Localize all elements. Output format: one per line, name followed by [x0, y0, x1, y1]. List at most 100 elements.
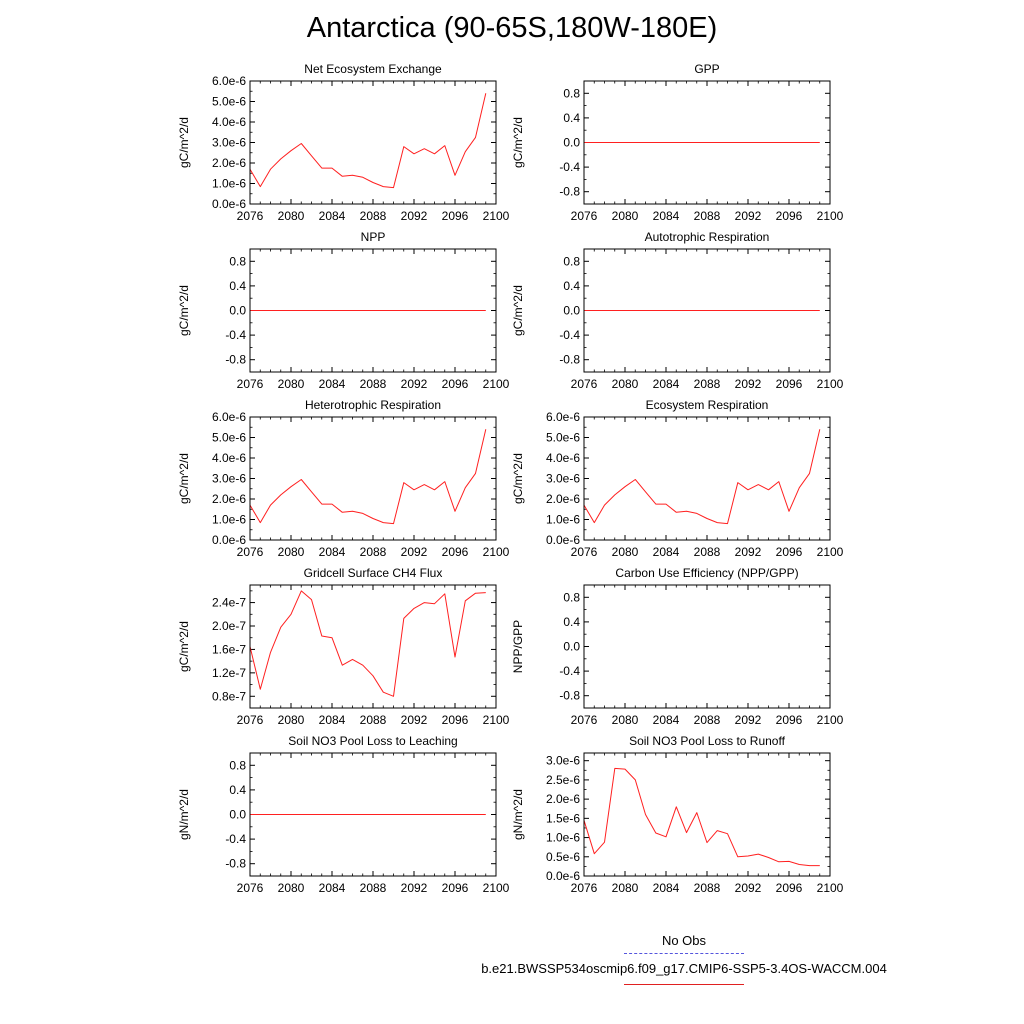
- plot-frame: [583, 248, 831, 373]
- x-tick-label: 2076: [571, 713, 598, 727]
- y-tick-label: 0.4: [229, 279, 246, 293]
- legend-model-label: b.e21.BWSSP534oscmip6.f09_g17.CMIP6-SSP5…: [481, 961, 887, 976]
- x-tick-label: 2080: [612, 713, 639, 727]
- panel-title: Gridcell Surface CH4 Flux: [304, 566, 443, 580]
- y-tick-label: 2.0e-6: [546, 492, 580, 506]
- panel-title: Net Ecosystem Exchange: [304, 62, 442, 76]
- x-tick-label: 2100: [483, 377, 510, 391]
- x-tick-label: 2096: [442, 377, 469, 391]
- x-tick-label: 2080: [278, 377, 305, 391]
- y-tick-label: -0.8: [225, 353, 246, 367]
- x-tick-label: 2092: [735, 209, 762, 223]
- y-tick-label: -0.4: [559, 328, 580, 342]
- x-tick-label: 2088: [694, 209, 721, 223]
- y-tick-label: 5.0e-6: [212, 431, 246, 445]
- x-tick-label: 2084: [653, 377, 680, 391]
- x-tick-label: 2092: [735, 713, 762, 727]
- x-tick-label: 2100: [817, 713, 844, 727]
- x-tick-label: 2096: [776, 545, 803, 559]
- y-tick-label: 2.0e-6: [212, 492, 246, 506]
- y-tick-label: -0.8: [559, 689, 580, 703]
- y-tick-label: 0.8: [563, 86, 580, 100]
- panel-4: Heterotrophic Respiration gC/m^2/d 2076 208…: [177, 398, 510, 559]
- y-tick-label: 4.0e-6: [212, 451, 246, 465]
- x-tick-label: 2084: [319, 545, 346, 559]
- x-tick-label: 2084: [653, 545, 680, 559]
- y-axis-label: gC/m^2/d: [511, 117, 525, 168]
- y-tick-label: 0.0e-6: [546, 869, 580, 883]
- x-tick-label: 2076: [237, 713, 264, 727]
- x-tick-label: 2080: [612, 545, 639, 559]
- series-line: [249, 429, 487, 525]
- x-tick-label: 2076: [571, 545, 598, 559]
- y-tick-label: 6.0e-6: [546, 410, 580, 424]
- x-tick-label: 2084: [653, 713, 680, 727]
- plot-frame: [583, 584, 831, 709]
- plot-frame: [583, 416, 831, 541]
- panel-9: Soil NO3 Pool Loss to Runoff gN/m^2/d 2076…: [511, 734, 844, 895]
- panel-title: Soil NO3 Pool Loss to Runoff: [629, 734, 786, 748]
- y-tick-label: 5.0e-6: [212, 95, 246, 109]
- x-tick-label: 2100: [483, 881, 510, 895]
- y-tick-label: 1.0e-6: [212, 177, 246, 191]
- x-tick-label: 2092: [401, 713, 428, 727]
- y-tick-label: 3.0e-6: [546, 472, 580, 486]
- panel-3: Autotrophic Respiration gC/m^2/d 2076 2080 2…: [511, 230, 844, 391]
- y-tick-label: 2.0e-6: [212, 156, 246, 170]
- y-tick-label: 0.8: [563, 590, 580, 604]
- y-tick-label: 0.4: [563, 615, 580, 629]
- x-tick-label: 2080: [612, 209, 639, 223]
- panel-2: NPP gC/m^2/d 2076 2080 2084 2088 2092 2096 2100 -…: [177, 230, 510, 391]
- x-tick-label: 2076: [237, 881, 264, 895]
- y-tick-label: 4.0e-6: [546, 451, 580, 465]
- x-tick-label: 2084: [319, 881, 346, 895]
- plot-frame: [249, 584, 497, 709]
- panel-title: Soil NO3 Pool Loss to Leaching: [288, 734, 457, 748]
- panel-title: Autotrophic Respiration: [645, 230, 770, 244]
- x-tick-label: 2092: [735, 881, 762, 895]
- y-tick-label: 1.0e-6: [546, 513, 580, 527]
- y-tick-label: 3.0e-6: [212, 472, 246, 486]
- legend-model-line: [624, 984, 744, 985]
- y-tick-label: 0.8: [229, 758, 246, 772]
- x-tick-label: 2100: [483, 713, 510, 727]
- series-line: [249, 93, 487, 189]
- y-axis-label: gC/m^2/d: [177, 117, 191, 168]
- series-line: [583, 767, 820, 867]
- y-tick-label: 0.0: [229, 304, 246, 318]
- plot-frame: [249, 80, 497, 205]
- x-tick-label: 2076: [237, 545, 264, 559]
- y-axis-label: NPP/GPP: [511, 620, 525, 673]
- x-tick-label: 2080: [278, 881, 305, 895]
- y-tick-label: 0.4: [229, 783, 246, 797]
- panel-5: Ecosystem Respiration gC/m^2/d 2076 2080 208…: [511, 398, 844, 559]
- x-tick-label: 2088: [360, 377, 387, 391]
- y-axis-label: gC/m^2/d: [511, 285, 525, 336]
- x-tick-label: 2100: [817, 209, 844, 223]
- x-tick-label: 2080: [278, 545, 305, 559]
- y-tick-label: 1.6e-7: [212, 642, 246, 656]
- x-tick-label: 2076: [237, 377, 264, 391]
- x-tick-label: 2084: [653, 881, 680, 895]
- x-tick-label: 2088: [694, 713, 721, 727]
- legend-obs-line: [624, 953, 744, 954]
- x-tick-label: 2076: [571, 209, 598, 223]
- x-tick-label: 2076: [571, 881, 598, 895]
- x-tick-label: 2100: [483, 209, 510, 223]
- x-tick-label: 2100: [817, 545, 844, 559]
- y-tick-label: 1.0e-6: [546, 831, 580, 845]
- x-tick-label: 2080: [278, 713, 305, 727]
- x-tick-label: 2084: [319, 209, 346, 223]
- x-tick-label: 2096: [776, 377, 803, 391]
- x-tick-label: 2096: [442, 209, 469, 223]
- y-tick-label: 0.8: [229, 254, 246, 268]
- y-tick-label: -0.4: [559, 664, 580, 678]
- x-tick-label: 2084: [319, 377, 346, 391]
- y-tick-label: -0.4: [559, 160, 580, 174]
- y-axis-label: gC/m^2/d: [177, 621, 191, 672]
- x-tick-label: 2096: [776, 209, 803, 223]
- x-tick-label: 2088: [694, 881, 721, 895]
- x-tick-label: 2096: [442, 881, 469, 895]
- y-tick-label: 0.0: [563, 136, 580, 150]
